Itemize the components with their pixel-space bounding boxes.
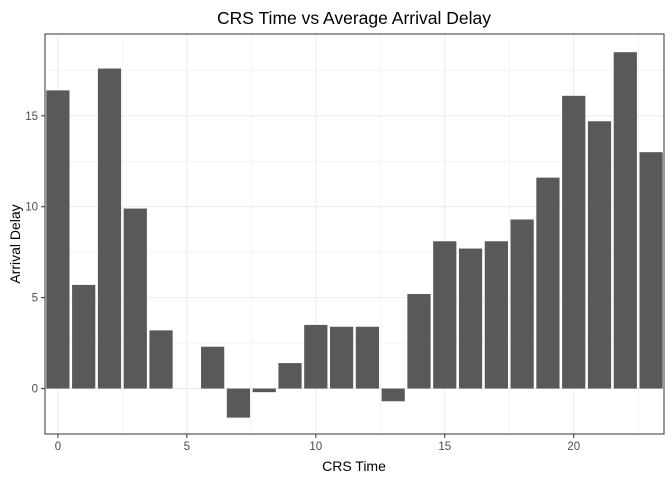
bar bbox=[46, 90, 70, 389]
x-axis-title: CRS Time bbox=[322, 458, 386, 474]
x-tick-label: 5 bbox=[184, 441, 190, 453]
y-tick-label: 15 bbox=[25, 111, 38, 123]
bar bbox=[510, 219, 534, 389]
bar bbox=[149, 330, 173, 389]
bar bbox=[484, 241, 508, 389]
bar bbox=[587, 121, 612, 389]
bars bbox=[46, 52, 663, 418]
y-tick-label: 10 bbox=[25, 202, 38, 214]
bar bbox=[252, 388, 276, 393]
axis-ticks: 0 5 10 15 20 0 5 10 15 bbox=[25, 111, 580, 453]
bar bbox=[433, 241, 457, 389]
x-tick-label: 10 bbox=[309, 441, 322, 453]
bar bbox=[639, 152, 663, 389]
bar bbox=[381, 388, 405, 402]
bar bbox=[97, 68, 122, 389]
bar bbox=[562, 95, 586, 389]
bar bbox=[304, 324, 328, 389]
bar bbox=[226, 388, 251, 418]
bar bbox=[329, 326, 354, 389]
y-tick-label: 0 bbox=[32, 384, 38, 396]
chart-title: CRS Time vs Average Arrival Delay bbox=[217, 8, 491, 28]
bar bbox=[201, 346, 225, 389]
x-tick-label: 0 bbox=[55, 441, 61, 453]
bar bbox=[278, 363, 302, 389]
bar bbox=[407, 294, 431, 389]
bar bbox=[613, 52, 637, 389]
x-tick-label: 15 bbox=[438, 441, 451, 453]
panel-border bbox=[44, 33, 665, 435]
bar bbox=[123, 208, 147, 389]
y-tick-label: 5 bbox=[32, 293, 38, 305]
bar bbox=[536, 177, 560, 389]
bar bbox=[72, 284, 96, 389]
x-tick-label: 20 bbox=[567, 441, 580, 453]
bar bbox=[458, 248, 483, 389]
y-axis-title: Arrival Delay bbox=[7, 204, 23, 283]
bar bbox=[355, 326, 380, 389]
